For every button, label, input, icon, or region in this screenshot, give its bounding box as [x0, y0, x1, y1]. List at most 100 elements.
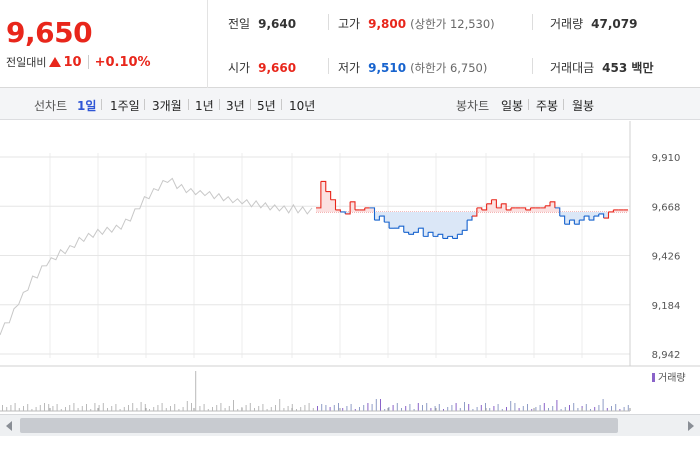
- down-area-fill: [589, 211, 595, 221]
- candle-weekly-tab[interactable]: 주봉: [536, 99, 559, 113]
- current-session-segment: [545, 201, 551, 207]
- divider: [281, 99, 282, 110]
- current-session-segment: [457, 230, 463, 235]
- down-area-fill: [413, 211, 419, 233]
- current-session-segment: [316, 181, 322, 209]
- volume-bar: [560, 409, 562, 411]
- period-3y-tab[interactable]: 3년: [226, 99, 245, 113]
- chart-period-toolbar: 선차트 1일 1주일 3개월 1년 3년 5년 10년 봉차트 일봉 주봉 월봉: [0, 88, 700, 120]
- current-session-segment: [520, 207, 527, 210]
- period-5y-tab[interactable]: 5년: [257, 99, 276, 113]
- volume-bar: [552, 406, 554, 411]
- up-area-fill: [476, 207, 483, 212]
- volume-bar: [489, 408, 491, 411]
- volume-bar: [149, 409, 150, 411]
- up-area-fill: [554, 207, 561, 212]
- down-area-fill: [447, 211, 453, 237]
- volume-bar: [367, 403, 369, 411]
- volume-bar: [350, 404, 352, 411]
- current-session-segment: [501, 203, 507, 210]
- down-area-fill: [574, 211, 580, 225]
- volume-bar: [443, 409, 444, 411]
- volume-bar: [212, 407, 213, 411]
- current-session-segment: [320, 180, 327, 192]
- volume-bar: [480, 405, 482, 411]
- volume-bar: [430, 408, 432, 411]
- stat-value: 9,660: [258, 60, 297, 75]
- volume-bar: [375, 399, 377, 411]
- up-area-fill: [369, 207, 375, 212]
- current-session-segment: [525, 207, 532, 211]
- volume-bar: [405, 406, 407, 411]
- candle-daily-tab[interactable]: 일봉: [501, 99, 524, 113]
- stat-label: 시가: [228, 61, 251, 75]
- volume-bar: [527, 404, 528, 411]
- change-label: 전일대비: [6, 56, 47, 69]
- up-area-fill: [330, 199, 336, 212]
- up-area-fill: [511, 207, 517, 212]
- scrollbar-thumb[interactable]: [20, 418, 618, 433]
- volume-bar: [422, 405, 423, 411]
- down-area-fill: [398, 211, 405, 227]
- volume-bar: [228, 406, 230, 411]
- volume-bar: [283, 408, 285, 411]
- up-area-fill: [355, 209, 361, 212]
- scroll-right-icon[interactable]: [688, 421, 694, 431]
- chart-scrollbar[interactable]: [0, 414, 700, 436]
- current-session-segment: [598, 213, 605, 219]
- period-3m-tab[interactable]: 3개월: [152, 99, 182, 113]
- volume-bar: [363, 405, 365, 411]
- period-1d-tab[interactable]: 1일: [77, 99, 97, 113]
- price-chart[interactable]: 9,910 9,668 9,426 9,184 8,942 거래량: [0, 121, 700, 416]
- volume-bar: [535, 407, 537, 411]
- volume-bar: [577, 408, 579, 411]
- y-tick-label: 9,426: [652, 252, 681, 263]
- period-10y-tab[interactable]: 10년: [289, 99, 316, 113]
- stat-label: 거래대금: [550, 61, 595, 75]
- volume-bar: [493, 406, 495, 411]
- volume-bar: [90, 409, 92, 411]
- up-area-fill: [359, 209, 366, 212]
- down-area-fill: [579, 211, 585, 221]
- current-session-segment: [452, 234, 458, 239]
- current-session-segment: [472, 207, 478, 217]
- volume-bar: [165, 408, 167, 411]
- volume-bar: [279, 399, 281, 411]
- current-session-segment: [369, 207, 376, 221]
- period-1w-tab[interactable]: 1주일: [110, 99, 140, 113]
- volume-bar: [333, 405, 335, 411]
- candle-monthly-tab[interactable]: 월봉: [572, 99, 595, 113]
- current-session-segment: [584, 215, 590, 221]
- current-session-segment: [418, 227, 424, 237]
- divider: [144, 99, 145, 110]
- volume-bar: [270, 407, 272, 411]
- volume-bar: [216, 405, 218, 411]
- volume-bar: [182, 407, 184, 411]
- volume-bar: [14, 403, 16, 411]
- volume-bar: [564, 407, 566, 411]
- down-area-fill: [423, 211, 429, 237]
- price-chart-svg: 9,910 9,668 9,426 9,184 8,942 거래량: [0, 121, 700, 412]
- up-area-fill: [525, 209, 531, 212]
- volume-bar: [60, 409, 62, 411]
- y-axis: 9,910 9,668 9,426 9,184 8,942: [652, 153, 681, 361]
- up-area-fill: [316, 207, 322, 212]
- volume-bar: [136, 408, 138, 411]
- volume-bar: [65, 407, 66, 411]
- up-area-fill: [618, 209, 624, 212]
- volume-bar: [619, 409, 621, 411]
- volume-bar: [455, 403, 457, 411]
- current-session-segment: [428, 231, 434, 237]
- volume-bar: [602, 399, 604, 411]
- volume-bar: [594, 407, 596, 411]
- current-price-box: 9,650 전일대비 10 +0.10%: [0, 0, 208, 88]
- stat-value: 453 백만: [602, 61, 654, 75]
- volume-bar: [338, 403, 339, 411]
- current-session-segment: [554, 207, 561, 217]
- current-price: 9,650: [6, 16, 93, 49]
- scroll-left-icon[interactable]: [6, 421, 12, 431]
- period-1y-tab[interactable]: 1년: [195, 99, 214, 113]
- up-area-fill: [613, 209, 619, 212]
- current-session-segment: [359, 207, 366, 211]
